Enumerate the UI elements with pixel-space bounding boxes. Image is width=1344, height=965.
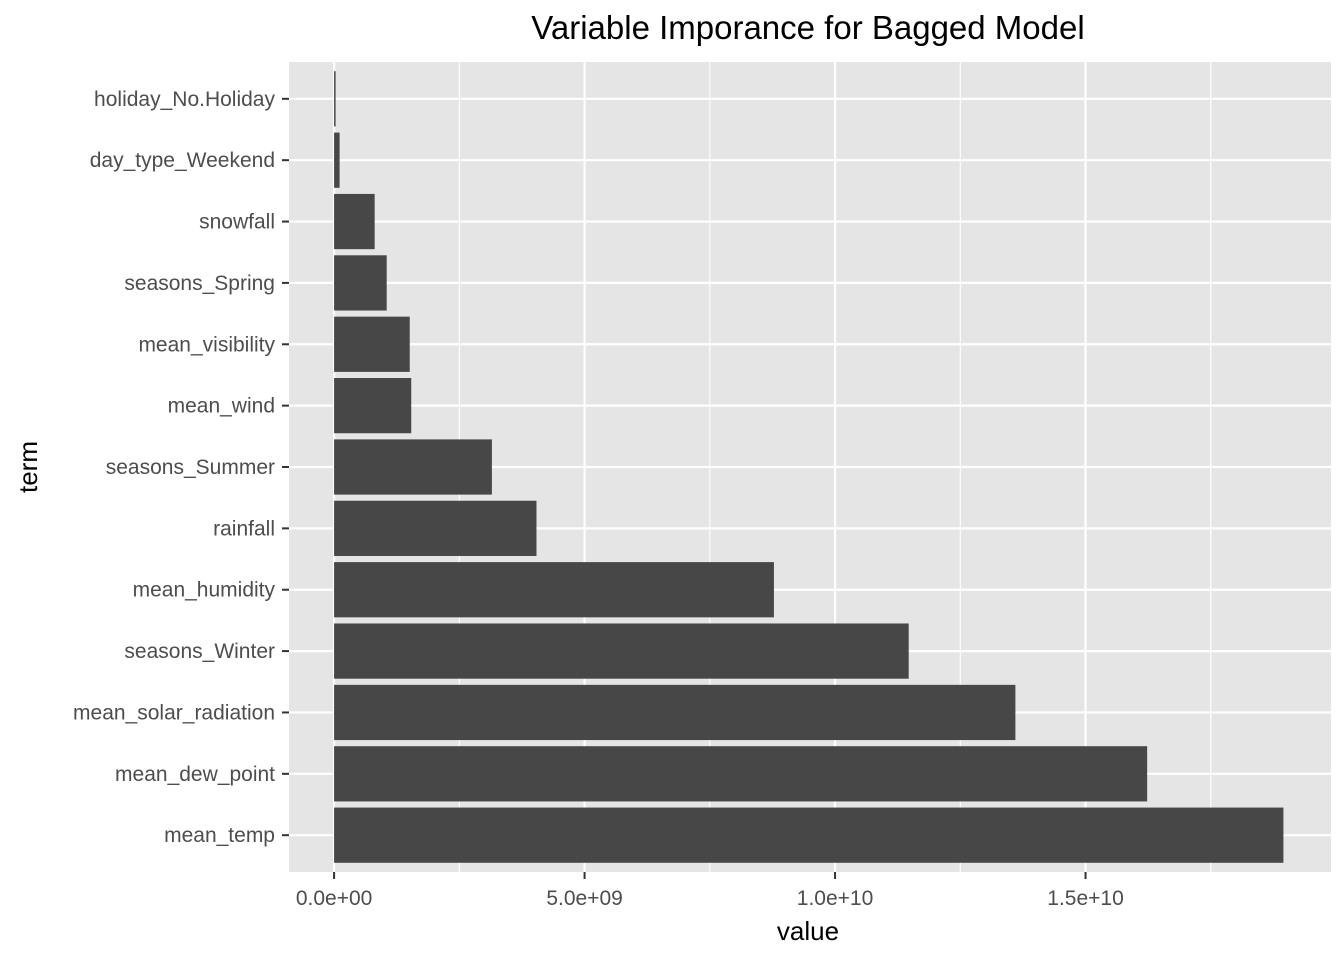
y-tick-label: holiday_No.Holiday	[94, 88, 275, 111]
chart-title: Variable Imporance for Bagged Model	[531, 9, 1084, 46]
x-tick-label: 5.0e+09	[546, 887, 623, 910]
y-tick-label: seasons_Summer	[106, 456, 275, 479]
bar	[334, 193, 375, 250]
y-tick-label: mean_humidity	[133, 579, 276, 602]
y-tick-label: seasons_Spring	[124, 272, 275, 295]
y-axis-title: term	[13, 441, 43, 493]
y-tick-label: day_type_Weekend	[90, 149, 275, 172]
bar	[334, 378, 412, 434]
y-tick-label: mean_temp	[164, 824, 275, 847]
bar	[334, 623, 909, 679]
y-tick-label: snowfall	[199, 211, 275, 234]
x-axis: 0.0e+00 5.0e+09 1.0e+10 1.5e+10	[296, 872, 1124, 910]
bar	[334, 746, 1148, 802]
bars	[334, 71, 1284, 863]
bar	[334, 684, 1016, 741]
x-axis-title: value	[777, 916, 839, 946]
bar	[334, 316, 410, 372]
y-tick-label: mean_dew_point	[115, 763, 275, 786]
bar	[334, 255, 387, 311]
bar	[334, 500, 537, 556]
x-tick-label: 1.0e+10	[797, 887, 874, 910]
x-tick-label: 0.0e+00	[296, 887, 373, 910]
bar	[334, 71, 336, 127]
y-tick-label: rainfall	[213, 517, 275, 540]
x-tick-label: 1.5e+10	[1047, 887, 1124, 910]
bar	[334, 807, 1284, 863]
y-tick-label: mean_visibility	[138, 333, 275, 356]
y-tick-label: mean_wind	[168, 395, 275, 418]
bar	[334, 132, 340, 188]
bar	[334, 562, 774, 618]
y-axis: mean_temp mean_dew_point mean_solar_radiat…	[73, 88, 289, 847]
bar	[334, 439, 492, 495]
y-tick-label: seasons_Winter	[124, 640, 275, 663]
y-tick-label: mean_solar_radiation	[73, 701, 275, 724]
